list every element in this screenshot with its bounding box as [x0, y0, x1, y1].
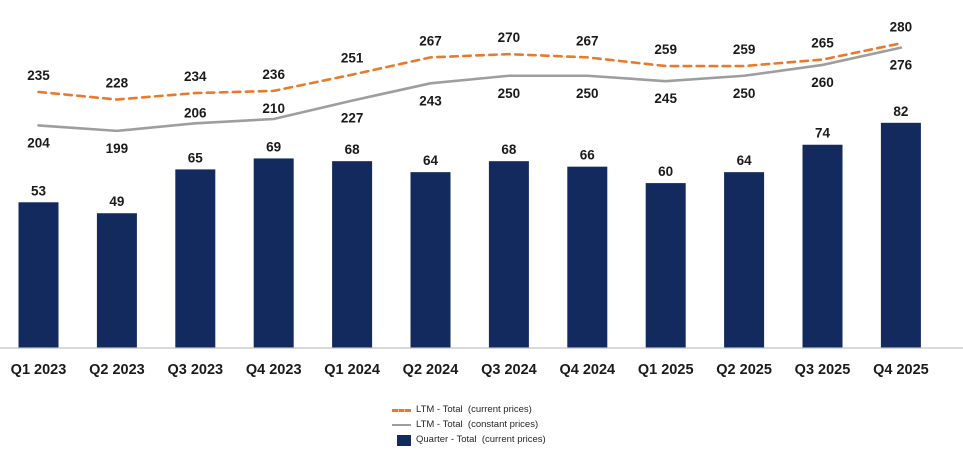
bar-Q2 2023[interactable]	[96, 213, 137, 348]
line-value-label: 276	[890, 58, 913, 73]
line-value-label: 228	[106, 76, 129, 91]
line-value-label: 210	[262, 101, 285, 116]
solid-line-legend-icon	[392, 424, 411, 426]
bar-Q1 2023[interactable]	[18, 202, 59, 348]
line-value-label: 250	[498, 86, 521, 101]
bar-Q3 2024[interactable]	[488, 161, 529, 348]
bar-value-label: 49	[109, 194, 124, 209]
bar-value-label: 69	[266, 139, 281, 154]
bar-value-label: 66	[580, 148, 596, 163]
line-value-label: 251	[341, 51, 364, 66]
legend-label: LTM - Total (constant prices)	[416, 419, 539, 430]
line-value-label: 267	[419, 33, 442, 48]
chart-legend: LTM - Total (current prices) LTM - Total…	[392, 403, 546, 447]
bar-value-label: 68	[345, 142, 361, 157]
line-value-label: 235	[27, 68, 50, 83]
bar-value-label: 65	[188, 150, 204, 165]
bar-Q2 2025[interactable]	[724, 172, 765, 348]
x-axis-tick-label: Q2 2024	[403, 362, 459, 378]
bar-Q3 2025[interactable]	[802, 144, 843, 348]
line-value-label: 265	[811, 36, 834, 51]
legend-item-ltm-current[interactable]: LTM - Total (current prices)	[392, 403, 546, 417]
legend-label: Quarter - Total (current prices)	[416, 434, 546, 445]
ltm-current-prices-line[interactable]	[37, 42, 903, 101]
x-axis-tick-label: Q1 2023	[11, 362, 67, 378]
x-axis-tick-label: Q3 2024	[481, 362, 537, 378]
bar-value-label: 82	[893, 104, 908, 119]
combo-chart: 53 Q1 2023 49 Q2 2023 65 Q3 2023 69 Q4 2023 68 Q1…	[0, 19, 963, 378]
line-value-label: 259	[654, 42, 677, 57]
bar-Q4 2025[interactable]	[880, 122, 921, 348]
bar-value-label: 53	[31, 183, 47, 198]
bar-value-label: 74	[815, 126, 831, 141]
legend-label: LTM - Total (current prices)	[416, 404, 532, 415]
bar-swatch-legend-icon	[397, 434, 411, 446]
line-value-label: 227	[341, 111, 364, 126]
x-axis-tick-label: Q1 2024	[324, 362, 380, 378]
line-value-label: 280	[890, 19, 913, 34]
line-value-label: 243	[419, 93, 442, 108]
line-value-label: 259	[733, 42, 756, 57]
bar-value-label: 60	[658, 164, 673, 179]
line-value-label: 260	[811, 75, 834, 90]
bar-value-label: 68	[501, 142, 517, 157]
x-axis-tick-label: Q2 2023	[89, 362, 145, 378]
bar-value-label: 64	[423, 153, 439, 168]
x-axis-tick-label: Q4 2024	[559, 362, 615, 378]
line-value-label: 267	[576, 33, 599, 48]
line-value-label: 270	[498, 30, 521, 45]
line-value-label: 245	[654, 91, 677, 106]
bar-Q1 2024[interactable]	[332, 161, 373, 348]
line-value-label: 204	[27, 135, 50, 150]
ltm-constant-prices-line[interactable]	[37, 46, 903, 133]
x-axis-line	[0, 347, 963, 349]
x-axis-tick-label: Q4 2023	[246, 362, 302, 378]
x-axis-tick-label: Q3 2023	[167, 362, 223, 378]
line-value-label: 234	[184, 69, 207, 84]
legend-item-quarter-total[interactable]: Quarter - Total (current prices)	[392, 433, 546, 447]
bar-Q3 2023[interactable]	[175, 169, 216, 348]
line-value-label: 236	[262, 67, 285, 82]
bar-Q2 2024[interactable]	[410, 172, 451, 348]
legend-item-ltm-constant[interactable]: LTM - Total (constant prices)	[392, 418, 546, 432]
bar-value-label: 64	[737, 153, 753, 168]
line-value-label: 206	[184, 105, 207, 120]
bar-Q1 2025[interactable]	[645, 183, 686, 348]
bar-Q4 2023[interactable]	[253, 158, 294, 348]
x-axis-tick-label: Q1 2025	[638, 362, 694, 378]
dashed-line-legend-icon	[392, 408, 411, 412]
x-axis-tick-label: Q4 2025	[873, 362, 929, 378]
x-axis-tick-label: Q3 2025	[795, 362, 851, 378]
bar-Q4 2024[interactable]	[567, 166, 608, 348]
x-axis-tick-label: Q2 2025	[716, 362, 772, 378]
line-value-label: 199	[106, 141, 129, 156]
line-value-label: 250	[576, 86, 599, 101]
line-value-label: 250	[733, 86, 756, 101]
chart-area: 53 Q1 2023 49 Q2 2023 65 Q3 2023 69 Q4 2023 68 Q1…	[0, 19, 963, 378]
